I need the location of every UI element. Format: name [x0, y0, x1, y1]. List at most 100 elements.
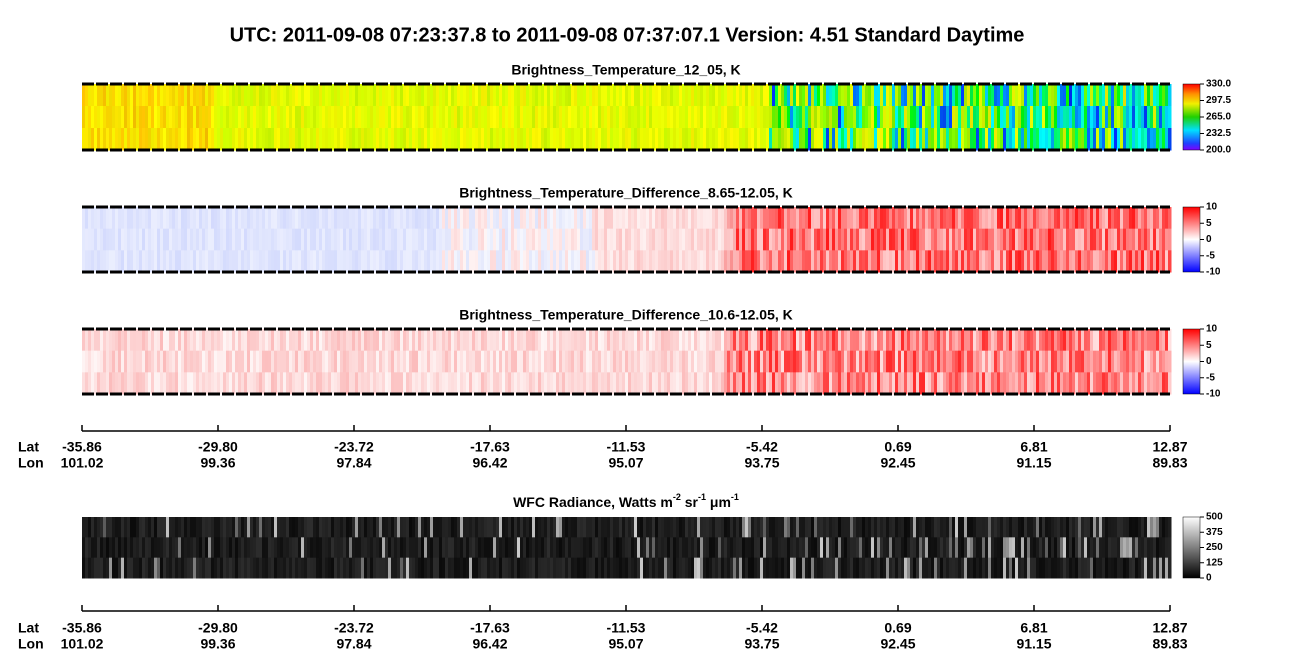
image-pixel [457, 372, 461, 395]
image-pixel [655, 372, 659, 395]
image-pixel [526, 350, 530, 373]
image-pixel [409, 350, 413, 373]
image-pixel [889, 329, 893, 352]
image-pixel [799, 537, 803, 559]
image-pixel [292, 350, 296, 373]
image-pixel [355, 106, 359, 129]
image-pixel [373, 106, 377, 129]
image-pixel [886, 329, 890, 352]
image-pixel [325, 537, 329, 559]
image-pixel [274, 557, 278, 579]
image-pixel [889, 207, 893, 230]
image-pixel [604, 106, 608, 129]
image-pixel [139, 350, 143, 373]
image-pixel [217, 557, 221, 579]
image-pixel [802, 329, 806, 352]
image-pixel [964, 84, 968, 107]
image-pixel [898, 250, 902, 273]
image-pixel [187, 517, 191, 538]
image-pixel [157, 106, 161, 129]
image-pixel [775, 250, 779, 273]
image-pixel [847, 106, 851, 129]
image-pixel [943, 350, 947, 373]
image-pixel [478, 350, 482, 373]
image-pixel [838, 329, 842, 352]
image-pixel [124, 250, 128, 273]
image-pixel [1027, 106, 1031, 129]
image-pixel [1108, 350, 1112, 373]
image-pixel [472, 207, 476, 230]
image-pixel [817, 250, 821, 273]
image-pixel [223, 350, 227, 373]
image-pixel [334, 557, 338, 579]
image-pixel [379, 517, 383, 538]
image-pixel [106, 329, 110, 352]
image-pixel [727, 207, 731, 230]
image-pixel [598, 128, 602, 151]
image-pixel [1132, 517, 1136, 538]
image-pixel [1141, 372, 1145, 395]
image-pixel [691, 557, 695, 579]
image-pixel [535, 517, 539, 538]
image-pixel [142, 557, 146, 579]
image-pixel [205, 350, 209, 373]
image-pixel [223, 537, 227, 559]
image-pixel [214, 329, 218, 352]
image-pixel [556, 329, 560, 352]
image-pixel [172, 329, 176, 352]
image-pixel [112, 106, 116, 129]
image-pixel [1123, 128, 1127, 151]
image-pixel [91, 84, 95, 107]
lon-label: Lon [18, 455, 44, 471]
image-pixel [451, 372, 455, 395]
image-pixel [403, 329, 407, 352]
image-pixel [424, 557, 428, 579]
image-pixel [472, 557, 476, 579]
image-pixel [1084, 517, 1088, 538]
image-pixel [670, 250, 674, 273]
image-pixel [328, 207, 332, 230]
image-pixel [463, 329, 467, 352]
image-pixel [727, 106, 731, 129]
image-pixel [967, 517, 971, 538]
lat-label: Lat [18, 439, 39, 455]
image-pixel [82, 207, 86, 230]
image-pixel [1054, 228, 1058, 251]
image-pixel [886, 372, 890, 395]
image-pixel [868, 228, 872, 251]
image-pixel [661, 106, 665, 129]
image-pixel [988, 128, 992, 151]
image-pixel [862, 329, 866, 352]
image-pixel [781, 207, 785, 230]
image-pixel [694, 557, 698, 579]
image-pixel [127, 207, 131, 230]
image-pixel [547, 250, 551, 273]
image-pixel [1123, 207, 1127, 230]
image-pixel [925, 128, 929, 151]
image-pixel [862, 250, 866, 273]
image-pixel [1075, 372, 1079, 395]
image-pixel [883, 128, 887, 151]
image-pixel [391, 372, 395, 395]
image-pixel [724, 372, 728, 395]
image-pixel [481, 372, 485, 395]
image-pixel [907, 537, 911, 559]
image-pixel [1126, 517, 1130, 538]
image-pixel [211, 557, 215, 579]
image-pixel [1090, 228, 1094, 251]
image-pixel [103, 228, 107, 251]
image-pixel [388, 517, 392, 538]
image-pixel [310, 128, 314, 151]
image-pixel [196, 557, 200, 579]
image-pixel [829, 128, 833, 151]
image-pixel [493, 250, 497, 273]
image-pixel [1060, 228, 1064, 251]
image-pixel [253, 350, 257, 373]
image-pixel [1144, 207, 1148, 230]
image-pixel [157, 228, 161, 251]
image-pixel [427, 372, 431, 395]
image-pixel [946, 372, 950, 395]
image-pixel [985, 228, 989, 251]
image-pixel [577, 228, 581, 251]
image-pixel [451, 537, 455, 559]
